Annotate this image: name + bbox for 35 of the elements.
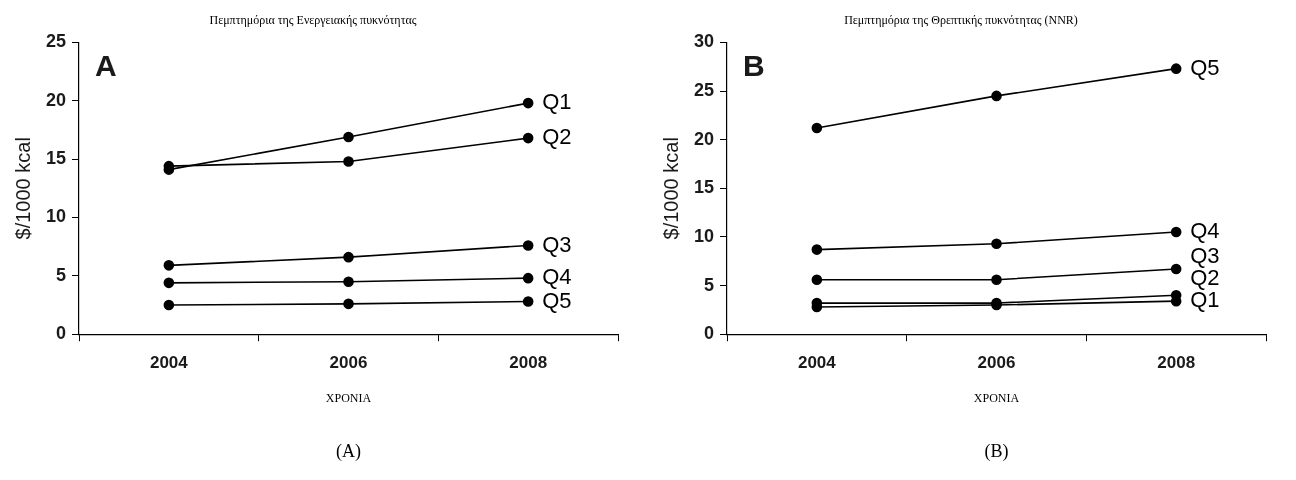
- y-tick-label: 15: [693, 177, 715, 198]
- x-tick-label: 2008: [1157, 353, 1196, 373]
- y-tick-label: 5: [56, 264, 67, 285]
- y-tick-label: 15: [45, 148, 67, 169]
- y-axis-title: $/1000 kcal: [11, 137, 34, 240]
- x-tick-label: 2006: [329, 353, 368, 373]
- y-tick-label: 20: [693, 128, 715, 149]
- x-axis-title: ΧΡΟΝΙΑ: [325, 390, 372, 405]
- chart-title: Πεμπτημόρια της Ενεργειακής πυκνότητας: [209, 13, 417, 28]
- y-tick-label: 30: [693, 31, 715, 52]
- chart-title: Πεμπτημόρια της Θρεπτικής πυκνότητας (NNR): [844, 13, 1078, 28]
- y-tick-label: 25: [693, 80, 715, 100]
- y-tick-label: 5: [704, 274, 715, 295]
- y-tick-label: 10: [693, 225, 715, 246]
- text: (B): [984, 440, 1009, 462]
- series-label: Q4: [1190, 218, 1220, 244]
- x-tick-label: 2006: [977, 353, 1016, 373]
- x-tick-label: 2008: [509, 353, 548, 373]
- series-label: Q1: [542, 89, 572, 115]
- y-axis-title: $/1000 kcal: [659, 137, 682, 240]
- x-tick-label: 2004: [149, 353, 189, 373]
- y-tick-label: 10: [45, 206, 67, 227]
- series-label: Q3: [542, 231, 572, 257]
- y-tick-label: 25: [45, 31, 67, 52]
- annotation: A: [95, 48, 117, 82]
- x-tick-label: 2004: [797, 353, 837, 373]
- series-label: Q2: [542, 124, 572, 150]
- y-tick-label: 0: [56, 323, 67, 344]
- y-tick-label: 0: [704, 323, 715, 344]
- text: (A): [336, 440, 362, 462]
- series-label: Q4: [542, 264, 572, 290]
- y-tick-label: 20: [45, 89, 67, 110]
- x-axis-title: ΧΡΟΝΙΑ: [973, 390, 1020, 405]
- annotation: B: [743, 48, 765, 82]
- series-label: Q5: [1190, 54, 1220, 80]
